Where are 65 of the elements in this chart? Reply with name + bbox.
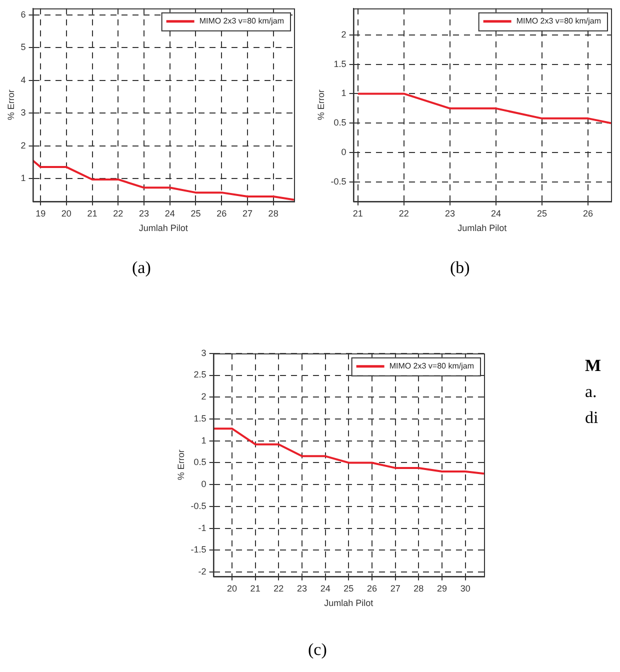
y-tick-label: 0.5 bbox=[334, 118, 346, 128]
legend-label: MIMO 2x3 v=80 km/jam bbox=[199, 16, 284, 26]
x-tick-label: 25 bbox=[344, 583, 354, 594]
x-tick-label: 26 bbox=[216, 208, 227, 218]
x-tick-label: 23 bbox=[444, 208, 455, 218]
x-tick-label: 20 bbox=[61, 208, 72, 218]
y-tick-label: -1 bbox=[198, 522, 206, 533]
y-tick-label: 0.5 bbox=[194, 457, 206, 468]
x-tick-label: 22 bbox=[398, 208, 409, 218]
y-tick-label: 5 bbox=[20, 42, 26, 52]
y-axis-title: % Error bbox=[6, 90, 16, 120]
y-tick-label: -1.5 bbox=[190, 544, 206, 555]
x-tick-label: 22 bbox=[274, 583, 284, 594]
x-tick-label: 23 bbox=[296, 583, 307, 594]
x-tick-label: 19 bbox=[36, 208, 46, 218]
x-tick-label: 21 bbox=[87, 208, 98, 218]
x-tick-label: 28 bbox=[268, 208, 278, 218]
y-tick-label: 2.5 bbox=[194, 370, 206, 380]
y-tick-label: 1 bbox=[341, 88, 346, 98]
text: (b) bbox=[450, 258, 470, 278]
x-tick-label: 25 bbox=[536, 208, 547, 218]
y-tick-label: -2 bbox=[198, 566, 206, 577]
y-axis-title: % Error bbox=[176, 450, 186, 480]
y-tick-label: 2 bbox=[341, 29, 346, 40]
x-tick-label: 28 bbox=[414, 583, 424, 594]
x-tick-label: 24 bbox=[164, 208, 175, 218]
text: (a) bbox=[132, 258, 151, 278]
y-tick-label: 1 bbox=[20, 172, 26, 183]
y-axis-title: % Error bbox=[316, 90, 326, 120]
x-tick-label: 27 bbox=[390, 583, 400, 594]
x-tick-label: 25 bbox=[190, 208, 201, 218]
y-tick-label: 4 bbox=[20, 74, 26, 85]
text: a. bbox=[585, 381, 597, 403]
x-axis-title: Jumlah Pilot bbox=[458, 223, 508, 234]
y-tick-label: 0 bbox=[341, 147, 346, 158]
y-tick-label: 6 bbox=[20, 9, 26, 20]
x-axis-title: Jumlah Pilot bbox=[138, 223, 188, 234]
x-tick-label: 26 bbox=[582, 208, 593, 218]
text: (c) bbox=[308, 640, 327, 660]
legend-label: MIMO 2x3 v=80 km/jam bbox=[389, 362, 474, 371]
x-tick-label: 24 bbox=[320, 583, 330, 594]
text: di bbox=[585, 407, 598, 429]
y-tick-label: 3 bbox=[20, 108, 26, 118]
y-tick-label: 2 bbox=[20, 140, 26, 150]
text: M bbox=[585, 355, 602, 377]
y-tick-label: 1.5 bbox=[194, 413, 206, 424]
x-tick-label: 23 bbox=[139, 208, 150, 218]
x-axis-title: Jumlah Pilot bbox=[324, 598, 374, 608]
y-tick-label: 0 bbox=[201, 479, 206, 490]
x-tick-label: 21 bbox=[352, 208, 363, 218]
y-tick-label: 1 bbox=[201, 435, 206, 446]
y-tick-label: -0.5 bbox=[190, 500, 206, 511]
y-tick-label: 2 bbox=[201, 392, 206, 402]
x-tick-label: 22 bbox=[113, 208, 124, 218]
x-tick-label: 27 bbox=[242, 208, 252, 218]
y-tick-label: 3 bbox=[201, 348, 206, 358]
x-tick-label: 29 bbox=[436, 583, 448, 594]
x-tick-label: 26 bbox=[366, 583, 377, 594]
x-tick-label: 21 bbox=[250, 583, 260, 594]
x-tick-label: 20 bbox=[226, 583, 237, 594]
x-tick-label: 24 bbox=[490, 208, 501, 218]
x-tick-label: 30 bbox=[460, 583, 470, 594]
legend-label: MIMO 2x3 v=80 km/jam bbox=[516, 16, 602, 26]
y-tick-label: -0.5 bbox=[330, 176, 346, 186]
y-tick-label: 1.5 bbox=[334, 58, 346, 69]
